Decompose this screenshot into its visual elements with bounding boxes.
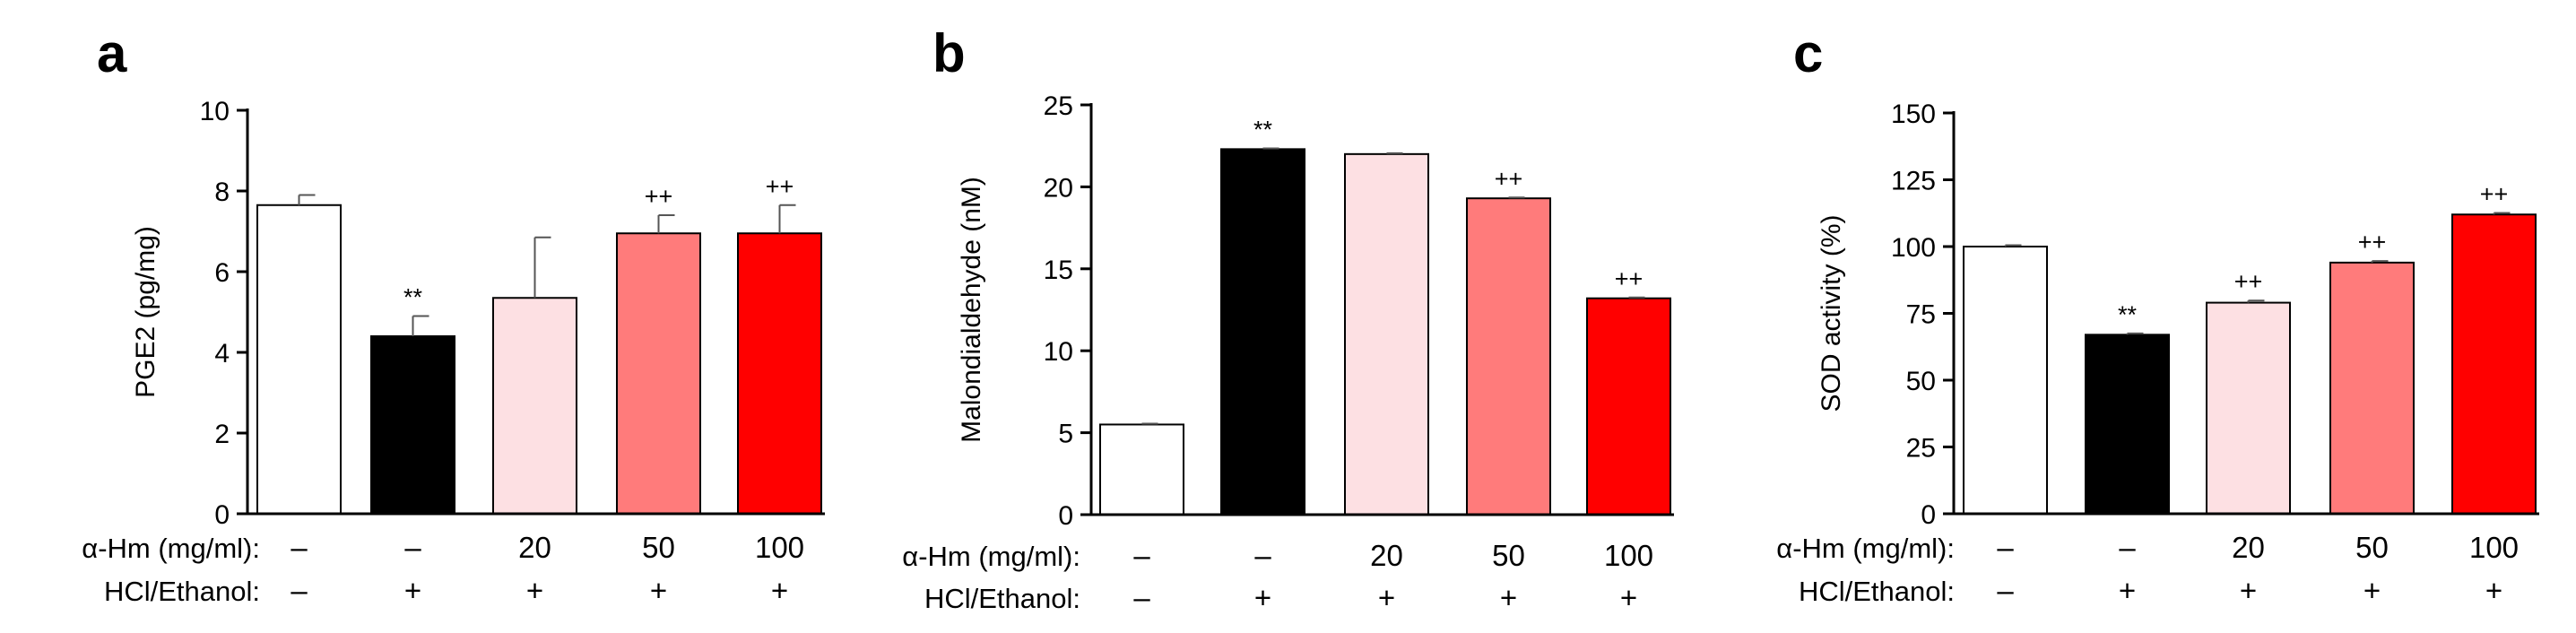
bar bbox=[737, 232, 822, 515]
hcl-condition-label: HCl/Ethanol: bbox=[1799, 576, 1955, 607]
hcl-condition-value: + bbox=[404, 574, 421, 607]
hm-condition-label: α-Hm (mg/ml): bbox=[1776, 533, 1955, 564]
significance-mark: ++ bbox=[1615, 265, 1644, 292]
hcl-condition-value: + bbox=[1378, 581, 1395, 614]
hm-condition-value: 100 bbox=[755, 531, 804, 564]
y-tick-label: 2 bbox=[214, 420, 230, 449]
hcl-condition-value: + bbox=[1500, 581, 1517, 614]
panel-letter: a bbox=[97, 23, 127, 83]
hcl-condition-value: + bbox=[2485, 574, 2502, 607]
hm-condition-value: – bbox=[1254, 539, 1271, 572]
y-tick-label: 10 bbox=[200, 97, 230, 126]
y-tick-label: 25 bbox=[1044, 91, 1073, 121]
significance-mark: ++ bbox=[766, 173, 794, 200]
y-tick-label: 4 bbox=[214, 339, 230, 369]
significance-mark: ** bbox=[2118, 301, 2138, 328]
bar bbox=[370, 335, 455, 515]
hm-condition-value: – bbox=[404, 531, 421, 564]
hcl-condition-value: + bbox=[1254, 581, 1271, 614]
significance-mark: ++ bbox=[645, 183, 673, 210]
y-tick-label: 5 bbox=[1058, 420, 1073, 449]
y-tick-label: 125 bbox=[1891, 167, 1936, 196]
hm-condition-value: 20 bbox=[2232, 531, 2265, 564]
hcl-condition-value: + bbox=[2240, 574, 2257, 607]
hm-condition-label: α-Hm (mg/ml): bbox=[82, 533, 260, 564]
bar bbox=[1586, 297, 1671, 516]
hm-condition-label: α-Hm (mg/ml): bbox=[902, 541, 1080, 572]
hcl-condition-label: HCl/Ethanol: bbox=[924, 583, 1080, 614]
hm-condition-value: – bbox=[1133, 539, 1150, 572]
y-tick-label: 15 bbox=[1044, 256, 1073, 285]
bar bbox=[1099, 423, 1184, 516]
y-tick-label: 0 bbox=[214, 500, 230, 530]
hm-condition-value: – bbox=[2119, 531, 2136, 564]
bar bbox=[2451, 213, 2537, 516]
bar bbox=[492, 297, 577, 515]
significance-mark: ** bbox=[1253, 116, 1273, 143]
hm-condition-value: 20 bbox=[518, 531, 551, 564]
hcl-condition-value: – bbox=[291, 574, 308, 607]
bar bbox=[616, 232, 701, 515]
hm-condition-value: 100 bbox=[1604, 539, 1653, 572]
y-tick-label: 8 bbox=[214, 178, 230, 207]
bar bbox=[2329, 261, 2415, 515]
hm-condition-value: 100 bbox=[2469, 531, 2519, 564]
panel-letter: b bbox=[932, 23, 966, 83]
bar bbox=[2206, 301, 2291, 515]
hcl-condition-value: + bbox=[2119, 574, 2136, 607]
hm-condition-value: 50 bbox=[2355, 531, 2389, 564]
y-axis-label: Malondialdehyde (nM) bbox=[957, 177, 986, 443]
hm-condition-value: 20 bbox=[1370, 539, 1403, 572]
significance-mark: ** bbox=[403, 284, 423, 311]
y-tick-label: 25 bbox=[1906, 434, 1936, 464]
hcl-condition-value: + bbox=[2364, 574, 2381, 607]
panel-letter: c bbox=[1793, 23, 1823, 83]
hm-condition-value: – bbox=[291, 531, 308, 564]
y-axis-label: SOD activity (%) bbox=[1817, 214, 1846, 412]
bar bbox=[1466, 197, 1551, 516]
y-axis-label: PGE2 (pg/mg) bbox=[131, 226, 160, 398]
hcl-condition-value: + bbox=[650, 574, 667, 607]
hcl-condition-value: – bbox=[1133, 581, 1150, 614]
bar bbox=[1220, 148, 1305, 516]
y-tick-label: 75 bbox=[1906, 300, 1936, 330]
hcl-condition-value: + bbox=[1620, 581, 1637, 614]
hcl-condition-label: HCl/Ethanol: bbox=[104, 576, 260, 607]
bar bbox=[1963, 246, 2048, 515]
y-tick-label: 10 bbox=[1044, 337, 1073, 367]
significance-mark: ++ bbox=[1495, 165, 1523, 192]
y-tick-label: 6 bbox=[214, 258, 230, 288]
hm-condition-value: 50 bbox=[1492, 539, 1525, 572]
significance-mark: ++ bbox=[2480, 180, 2509, 207]
bar bbox=[256, 204, 342, 515]
significance-mark: ++ bbox=[2234, 268, 2263, 295]
bar bbox=[2085, 334, 2170, 515]
hm-condition-value: – bbox=[1997, 531, 2014, 564]
hm-condition-value: 50 bbox=[642, 531, 675, 564]
y-tick-label: 100 bbox=[1891, 233, 1936, 263]
bar bbox=[1344, 152, 1429, 516]
y-tick-label: 150 bbox=[1891, 100, 1936, 129]
y-tick-label: 50 bbox=[1906, 367, 1936, 396]
hcl-condition-value: + bbox=[771, 574, 788, 607]
hcl-condition-value: + bbox=[526, 574, 543, 607]
significance-mark: ++ bbox=[2358, 229, 2387, 256]
hcl-condition-value: – bbox=[1997, 574, 2014, 607]
y-tick-label: 0 bbox=[1921, 500, 1936, 530]
y-tick-label: 0 bbox=[1058, 501, 1073, 531]
y-tick-label: 20 bbox=[1044, 173, 1073, 203]
